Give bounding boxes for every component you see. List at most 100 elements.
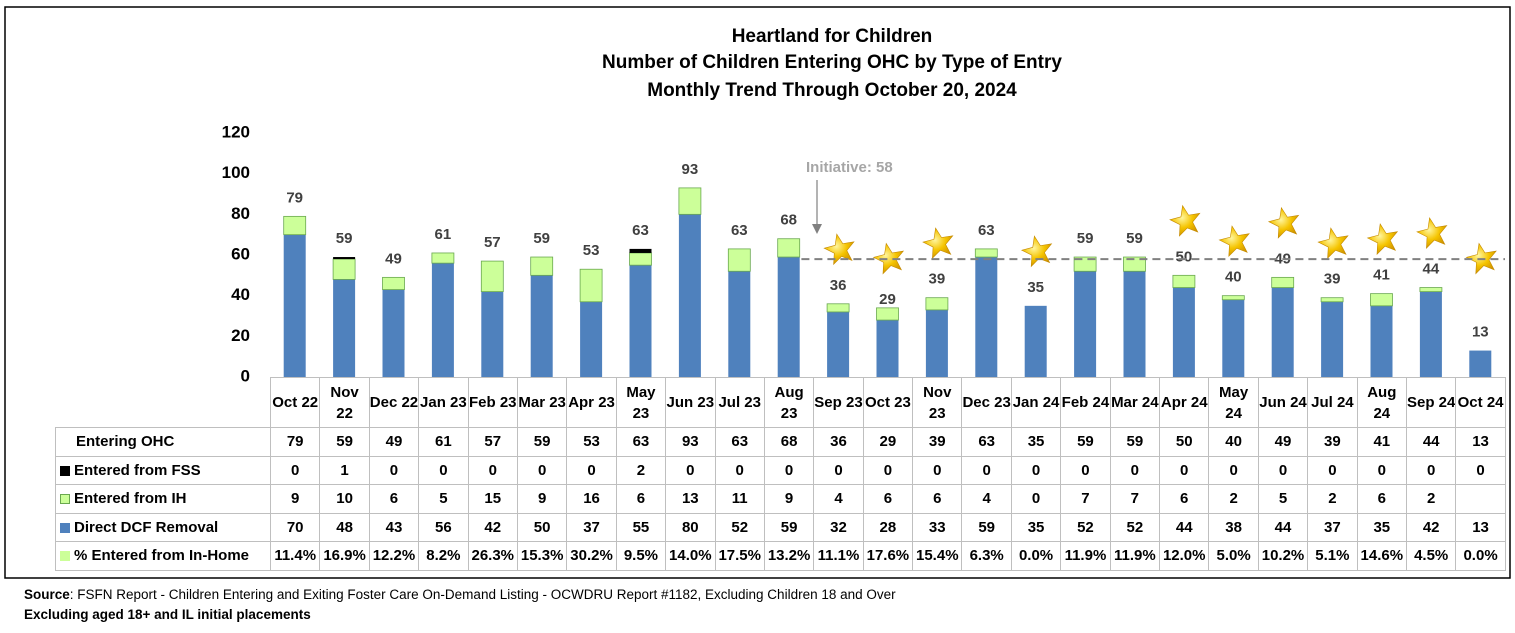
data-label: 93	[682, 161, 699, 178]
table-cell: 2	[1208, 484, 1259, 514]
cell-value: 26.3%	[471, 547, 515, 565]
table-cell: 9	[516, 484, 568, 514]
bar-segment	[1321, 301, 1344, 377]
cell-value: 13	[1472, 433, 1489, 451]
data-label: 59	[1126, 230, 1143, 247]
bar-segment	[629, 248, 652, 253]
row-label-cell: % Entered from In-Home	[55, 541, 271, 571]
x-tick-label: Feb 23	[467, 377, 518, 428]
cell-value: 5	[1278, 490, 1288, 508]
cell-value: 15.3%	[520, 547, 564, 565]
cell-value: 17.6%	[866, 547, 910, 565]
cell-value: 37	[583, 518, 600, 536]
cell-value: 35	[1027, 518, 1045, 536]
cell-value: 9.5%	[623, 547, 659, 565]
table-cell: 48	[319, 512, 370, 542]
data-label: 63	[632, 222, 649, 239]
legend-swatch	[60, 551, 70, 562]
bar-segment	[1074, 271, 1097, 377]
table-cell: 6	[368, 484, 420, 514]
table-cell: 16.9%	[319, 541, 370, 571]
bar-segment	[1073, 256, 1097, 272]
y-tick-label: 100	[222, 163, 250, 182]
table-cell: 44	[1257, 512, 1309, 542]
x-tick-label: Nov 22	[319, 377, 370, 428]
star-icon	[1218, 225, 1250, 258]
table-cell: 11	[714, 484, 765, 514]
cell-value: 4.5%	[1414, 547, 1449, 565]
table-cell: 13	[1455, 427, 1506, 457]
bar-segment	[629, 252, 652, 266]
cell-value: 8.2%	[426, 547, 461, 565]
table-cell: 0	[1060, 455, 1111, 485]
table-cell: 59	[319, 427, 370, 457]
cell-value: 59	[1077, 433, 1094, 451]
cell-value: 63	[978, 433, 995, 451]
table-cell: 10.2%	[1257, 541, 1309, 571]
cell-value: 4	[982, 490, 991, 508]
bar-segment	[827, 311, 850, 377]
bar-segment	[876, 320, 899, 377]
bar-segment	[431, 252, 455, 264]
cell-value: 59	[780, 518, 798, 536]
data-label: 59	[336, 230, 353, 247]
cell-value: 11.1%	[817, 547, 860, 565]
cell-value: 9	[537, 490, 547, 508]
cell-value: 32	[830, 518, 847, 536]
row-label-cell: Entered from FSS	[55, 455, 271, 485]
category-row: Oct 22 Nov 22 Dec 22 Jan 23 Feb 23 Mar 23 Apr …	[56, 377, 1506, 428]
x-tick-label: Jun 23	[665, 377, 716, 428]
cell-value: 13	[1472, 518, 1489, 536]
table-cell: 0	[516, 455, 568, 485]
cell-value: 2	[636, 461, 646, 479]
legend-label: Entering OHC	[76, 433, 175, 451]
cell-value: 0	[933, 461, 942, 479]
x-tick-label: May 24	[1208, 377, 1259, 428]
cell-value: 16	[583, 490, 600, 508]
cell-value: 0	[488, 461, 497, 479]
x-tick-label: May 23	[615, 377, 667, 428]
cell-value: 6	[883, 490, 893, 508]
bar-segment	[925, 297, 949, 311]
y-tick-label: 0	[241, 366, 250, 385]
table-cell: 15.4%	[912, 541, 963, 571]
cell-value: 59	[533, 433, 551, 451]
cell-value: 0	[686, 461, 695, 479]
x-tick-label: Aug 23	[763, 377, 815, 428]
table-cell: 0	[269, 455, 321, 485]
data-label: 39	[929, 271, 946, 288]
table-cell: 50	[1159, 427, 1210, 457]
table-cell: 9	[269, 484, 321, 514]
cell-value: 52	[1077, 518, 1094, 536]
cell-value: 11.9%	[1064, 547, 1107, 565]
table-cell: 44	[1405, 427, 1457, 457]
table-row: % Entered from In-Home 11.4% 16.9% 12.2% 8.2…	[55, 541, 1506, 571]
table-cell: 15.3%	[516, 541, 568, 571]
legend-label: % Entered from In-Home	[74, 547, 250, 565]
table-cell: 59	[1109, 427, 1161, 457]
cell-value: 0	[537, 461, 547, 479]
cell-value: 44	[1274, 518, 1292, 536]
cell-value: 5.0%	[1216, 547, 1251, 565]
cell-value: 15.4%	[916, 547, 959, 565]
table-cell: 12.2%	[368, 541, 420, 571]
table-cell: 0	[912, 455, 963, 485]
table-cell: 0	[1356, 455, 1407, 485]
table-cell: 17.5%	[714, 541, 765, 571]
bar-segment	[1222, 299, 1245, 377]
cell-value: 41	[1373, 433, 1391, 451]
bar-segment	[1123, 256, 1146, 272]
table-cell: 4	[813, 484, 864, 514]
x-tick-label: Oct 23	[862, 377, 914, 428]
bar-segment	[777, 257, 800, 377]
bar-segment	[382, 276, 405, 290]
star-icon	[1416, 217, 1448, 249]
frame	[4, 6, 1511, 579]
cell-value: 63	[731, 433, 749, 451]
cell-value: 0	[1031, 461, 1041, 479]
table-cell: 4	[961, 484, 1012, 514]
cell-value: 0	[1031, 490, 1041, 508]
cell-value: 13.2%	[767, 547, 811, 565]
x-tick-label: Nov 23	[912, 377, 963, 428]
table-cell: 5.0%	[1208, 541, 1259, 571]
